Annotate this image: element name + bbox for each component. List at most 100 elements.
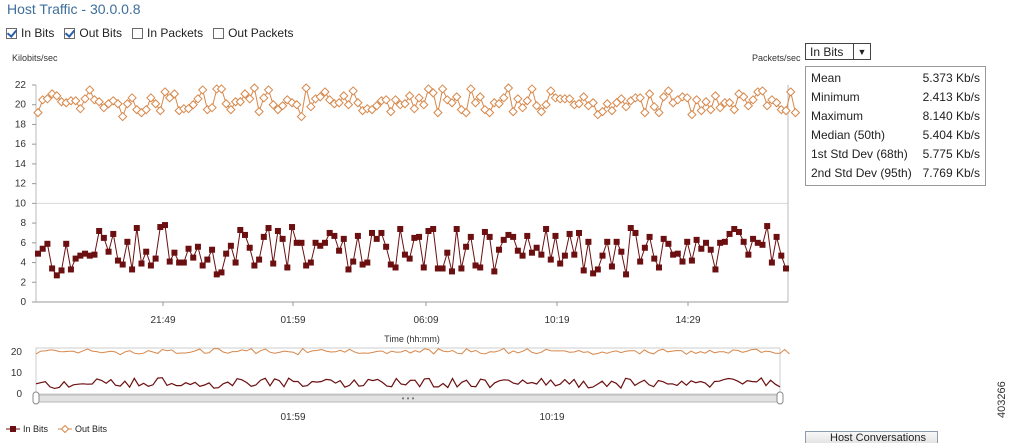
data-point-in-bits (204, 256, 211, 263)
toggle-out-packets[interactable]: Out Packets (213, 26, 293, 40)
data-point-in-bits (162, 222, 169, 229)
data-point-in-bits (354, 232, 361, 239)
data-point-in-bits (105, 248, 112, 255)
data-point-in-bits (279, 235, 286, 242)
data-point-in-bits (373, 235, 380, 242)
data-point-out-bits (141, 104, 151, 115)
data-point-out-bits (419, 100, 429, 110)
main-chart: 0 2 4 6 8 10 12 14 16 18 20 22 21:49 01:59 06:09 10:19 1… (11, 80, 800, 423)
data-point-out-bits (706, 104, 716, 115)
y-tick-label: 6 (20, 238, 26, 249)
data-point-in-bits (655, 264, 662, 271)
data-point-in-bits (665, 240, 672, 247)
data-point-out-bits (428, 88, 438, 98)
overview-x-tick-label: 01:59 (280, 412, 305, 423)
legend-out-bits-swatch (58, 425, 73, 433)
data-point-out-bits (484, 107, 495, 118)
data-point-in-bits (651, 255, 658, 262)
data-point-out-bits (249, 83, 260, 93)
data-point-out-bits (127, 93, 137, 103)
checkbox-out-bits[interactable] (64, 27, 76, 39)
data-point-in-bits (717, 239, 724, 246)
data-point-in-bits (227, 242, 234, 249)
series-selector[interactable]: In Bits ▼ (805, 43, 871, 60)
data-point-in-bits (401, 251, 408, 258)
data-point-out-bits (499, 93, 509, 103)
series-toggles: In Bits Out Bits In Packets Out Packets (6, 26, 303, 40)
data-point-out-bits (470, 98, 481, 108)
x-tick-label: 01:59 (280, 315, 305, 326)
toggle-out-bits[interactable]: Out Bits (64, 26, 122, 40)
data-point-in-bits (274, 227, 281, 234)
data-point-out-bits (372, 101, 382, 111)
data-point-in-bits (194, 243, 201, 250)
legend-in-bits[interactable]: In Bits (6, 424, 48, 434)
data-point-in-bits (543, 226, 550, 233)
data-point-in-bits (608, 263, 615, 270)
chart-legend: In Bits Out Bits (6, 424, 107, 434)
stat-row: Maximum 8.140 Kb/s (806, 107, 985, 126)
data-point-out-bits (188, 100, 198, 110)
data-point-out-bits (715, 102, 725, 113)
data-point-in-bits (660, 235, 667, 242)
chevron-down-icon[interactable]: ▼ (853, 44, 870, 59)
overview-line-out-bits (35, 347, 790, 356)
data-point-in-bits (552, 232, 559, 239)
toggle-in-bits[interactable]: In Bits (6, 26, 54, 40)
x-tick-label: 06:09 (413, 315, 438, 326)
legend-in-bits-label: In Bits (23, 424, 49, 434)
data-point-in-bits (481, 228, 488, 235)
data-point-in-bits (463, 243, 470, 250)
data-point-out-bits (409, 103, 420, 114)
data-point-in-bits (72, 255, 79, 262)
data-point-out-bits (42, 94, 53, 104)
checkbox-in-packets[interactable] (132, 27, 144, 39)
data-point-out-bits (607, 105, 617, 116)
data-point-out-bits (494, 99, 504, 109)
data-point-out-bits (682, 93, 692, 103)
host-conversations-label: Host Conversations (830, 432, 926, 443)
data-point-in-bits (369, 229, 376, 236)
checkbox-in-bits[interactable] (6, 27, 17, 39)
data-point-out-bits (268, 100, 278, 110)
data-point-in-bits (458, 265, 465, 272)
y-tick-label: 20 (15, 100, 27, 111)
host-conversations-button[interactable]: Host Conversations (805, 431, 938, 443)
data-point-out-bits (541, 100, 551, 110)
data-point-out-bits (334, 98, 344, 108)
plot-area (36, 85, 788, 302)
data-point-out-bits (687, 109, 697, 120)
data-point-out-bits (649, 101, 659, 112)
data-point-in-bits (571, 251, 578, 258)
data-point-in-bits (199, 262, 206, 269)
data-point-out-bits (790, 107, 800, 118)
data-point-in-bits (430, 226, 437, 233)
data-point-out-bits (781, 105, 791, 116)
data-point-in-bits (223, 250, 230, 257)
data-point-in-bits (58, 267, 65, 274)
data-point-out-bits (743, 101, 754, 111)
stat-row: 1st Std Dev (68th) 5.775 Kb/s (806, 145, 985, 164)
data-point-in-bits (340, 235, 347, 242)
data-point-in-bits (67, 266, 74, 273)
checkbox-out-packets[interactable] (213, 27, 225, 39)
stat-value: 8.140 Kb/s (922, 109, 980, 123)
data-point-in-bits (147, 262, 154, 269)
stat-value: 7.769 Kb/s (922, 166, 980, 180)
data-point-in-bits (712, 266, 719, 273)
data-point-in-bits (241, 231, 248, 238)
right-axis-unit: Packets/sec (752, 53, 801, 63)
legend-out-bits[interactable]: Out Bits (58, 424, 107, 434)
data-point-out-bits (517, 102, 528, 113)
data-point-in-bits (698, 245, 705, 252)
data-point-out-bits (193, 94, 203, 104)
y-tick-label: 16 (15, 139, 27, 150)
data-point-in-bits (312, 239, 319, 246)
data-point-out-bits (235, 97, 245, 107)
toggle-in-packets[interactable]: In Packets (132, 26, 203, 40)
data-point-in-bits (472, 262, 479, 269)
data-point-in-bits (63, 240, 70, 247)
data-point-in-bits (688, 257, 695, 264)
data-point-in-bits (538, 251, 545, 258)
data-point-in-bits (416, 233, 423, 240)
